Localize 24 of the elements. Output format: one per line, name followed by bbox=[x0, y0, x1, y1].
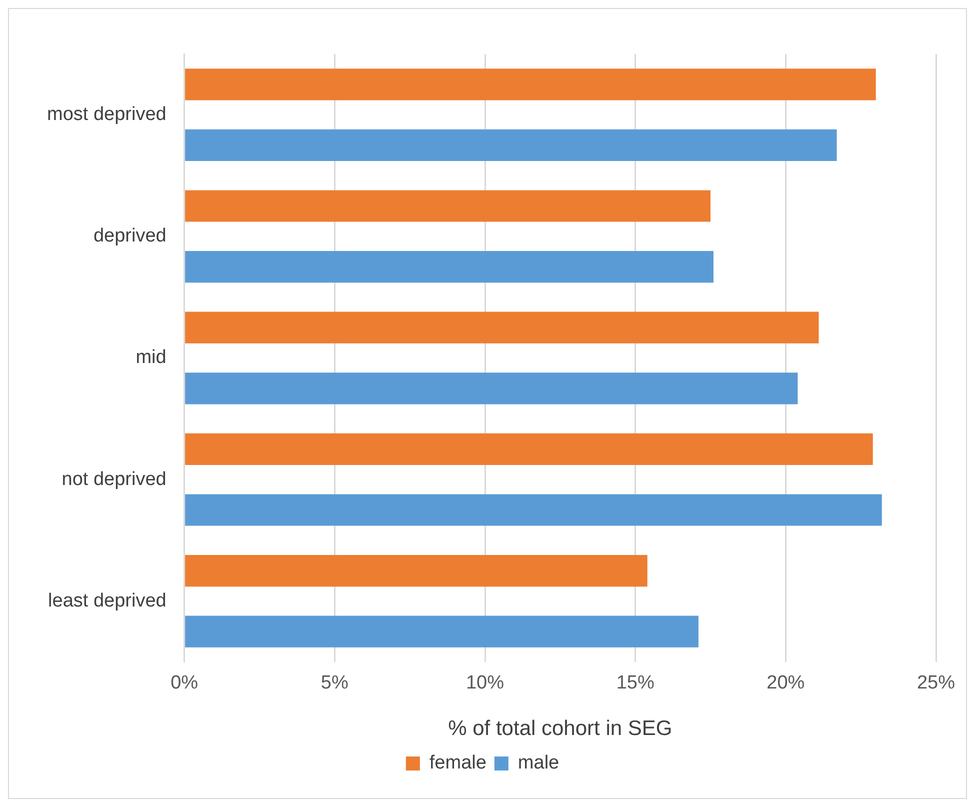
bar bbox=[185, 190, 710, 222]
bar bbox=[185, 616, 698, 648]
legend-label: male bbox=[518, 752, 560, 774]
bar bbox=[185, 312, 819, 344]
x-tick-label: 20% bbox=[766, 672, 805, 694]
x-tick-label: 5% bbox=[320, 672, 348, 694]
y-tick-label: least deprived bbox=[48, 590, 166, 612]
x-axis-title: % of total cohort in SEG bbox=[448, 717, 672, 740]
x-tick-label: 15% bbox=[616, 672, 654, 694]
y-tick-label: deprived bbox=[93, 226, 166, 247]
x-tick-label: 25% bbox=[916, 672, 956, 694]
y-tick-label: not deprived bbox=[62, 468, 166, 490]
legend-label: female bbox=[429, 752, 486, 774]
bar bbox=[185, 494, 882, 526]
y-tick-label: mid bbox=[136, 347, 166, 368]
bar bbox=[185, 554, 648, 587]
x-tick-label: 0% bbox=[170, 672, 198, 694]
bar bbox=[185, 68, 876, 100]
bar bbox=[185, 433, 873, 466]
bar bbox=[185, 129, 837, 162]
y-tick-label: most deprived bbox=[46, 104, 166, 126]
bar bbox=[185, 250, 714, 283]
bar bbox=[185, 372, 798, 404]
x-tick-label: 10% bbox=[466, 672, 504, 694]
